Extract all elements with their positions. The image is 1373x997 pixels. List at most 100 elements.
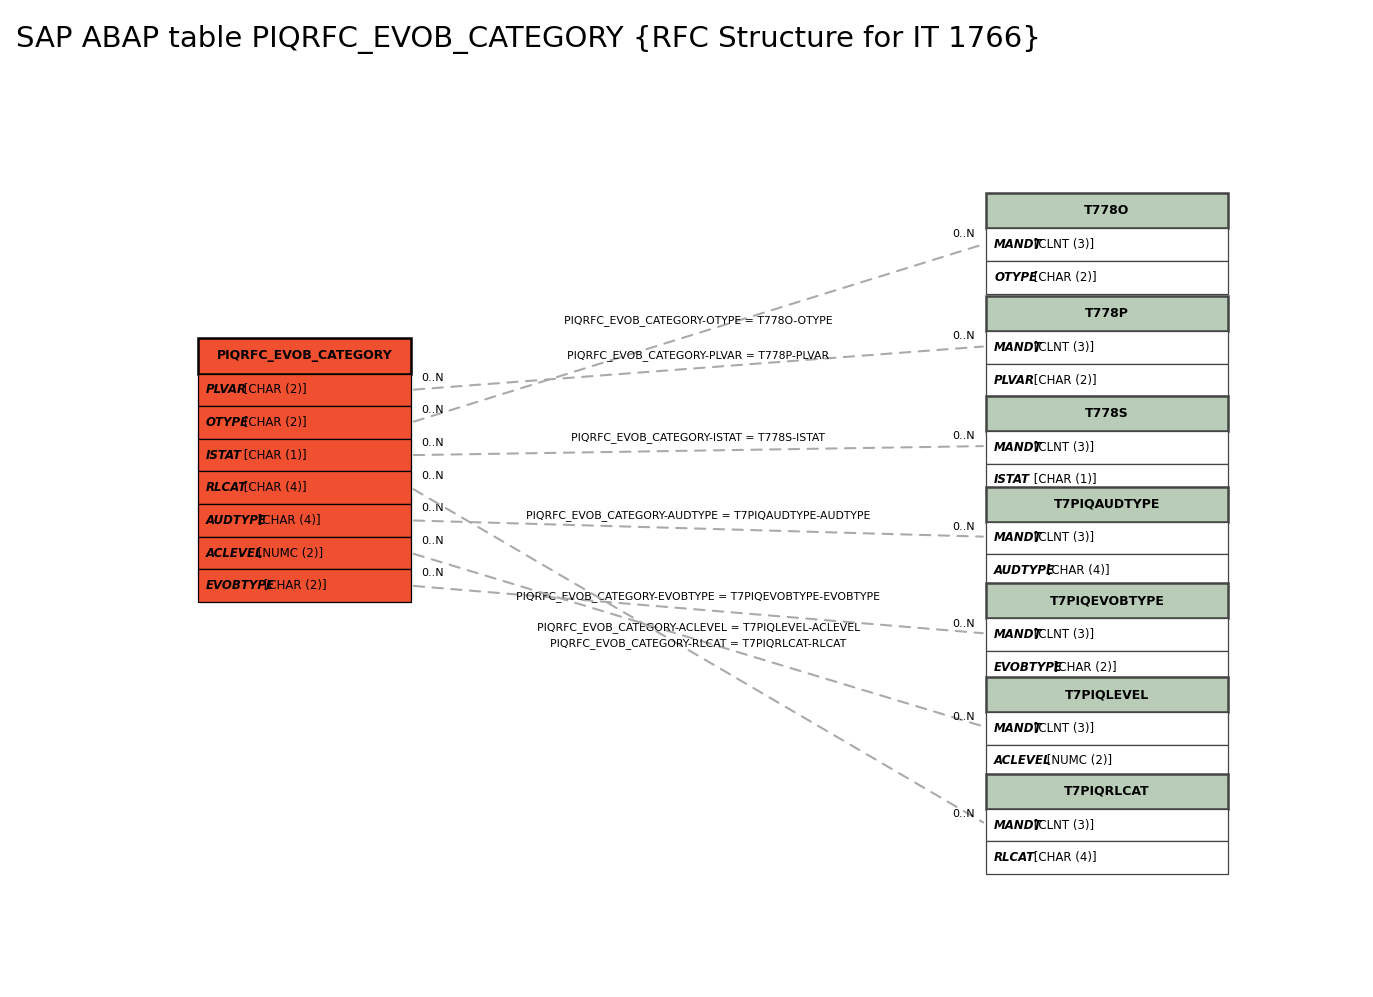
Text: [CHAR (2)]: [CHAR (2)] xyxy=(261,579,327,592)
FancyBboxPatch shape xyxy=(986,296,1229,331)
Text: [CHAR (2)]: [CHAR (2)] xyxy=(240,383,308,397)
FancyBboxPatch shape xyxy=(986,228,1229,261)
Text: MANDT: MANDT xyxy=(994,531,1042,544)
Text: [NUMC (2)]: [NUMC (2)] xyxy=(254,546,323,559)
Text: 0..N: 0..N xyxy=(422,405,445,415)
Text: MANDT: MANDT xyxy=(994,341,1042,354)
FancyBboxPatch shape xyxy=(198,472,411,504)
Text: PIQRFC_EVOB_CATEGORY-RLCAT = T7PIQRLCAT-RLCAT: PIQRFC_EVOB_CATEGORY-RLCAT = T7PIQRLCAT-… xyxy=(551,638,847,649)
FancyBboxPatch shape xyxy=(986,651,1229,684)
Text: 0..N: 0..N xyxy=(953,331,975,342)
Text: [CLNT (3)]: [CLNT (3)] xyxy=(1030,722,1094,735)
Text: MANDT: MANDT xyxy=(994,238,1042,251)
Text: 0..N: 0..N xyxy=(422,503,445,513)
Text: 0..N: 0..N xyxy=(953,228,975,238)
Text: ISTAT: ISTAT xyxy=(994,474,1030,487)
FancyBboxPatch shape xyxy=(986,745,1229,778)
Text: [NUMC (2)]: [NUMC (2)] xyxy=(1043,755,1112,768)
Text: RLCAT: RLCAT xyxy=(206,482,247,495)
Text: MANDT: MANDT xyxy=(994,441,1042,454)
FancyBboxPatch shape xyxy=(198,374,411,406)
Text: [CLNT (3)]: [CLNT (3)] xyxy=(1030,441,1094,454)
Text: PIQRFC_EVOB_CATEGORY-PLVAR = T778P-PLVAR: PIQRFC_EVOB_CATEGORY-PLVAR = T778P-PLVAR xyxy=(567,350,829,361)
Text: 0..N: 0..N xyxy=(422,568,445,578)
Text: MANDT: MANDT xyxy=(994,722,1042,735)
Text: EVOBTYPE: EVOBTYPE xyxy=(994,661,1063,674)
Text: PLVAR: PLVAR xyxy=(206,383,247,397)
Text: 0..N: 0..N xyxy=(422,438,445,448)
Text: PIQRFC_EVOB_CATEGORY-OTYPE = T778O-OTYPE: PIQRFC_EVOB_CATEGORY-OTYPE = T778O-OTYPE xyxy=(564,315,832,326)
FancyBboxPatch shape xyxy=(986,554,1229,587)
Text: [CHAR (4)]: [CHAR (4)] xyxy=(1030,851,1097,864)
Text: SAP ABAP table PIQRFC_EVOB_CATEGORY {RFC Structure for IT 1766}: SAP ABAP table PIQRFC_EVOB_CATEGORY {RFC… xyxy=(16,25,1041,54)
FancyBboxPatch shape xyxy=(198,569,411,602)
FancyBboxPatch shape xyxy=(986,431,1229,464)
FancyBboxPatch shape xyxy=(986,712,1229,745)
Text: T7PIQLEVEL: T7PIQLEVEL xyxy=(1065,688,1149,701)
FancyBboxPatch shape xyxy=(986,677,1229,712)
Text: [CHAR (2)]: [CHAR (2)] xyxy=(1050,661,1116,674)
Text: 0..N: 0..N xyxy=(953,809,975,819)
FancyBboxPatch shape xyxy=(986,583,1229,618)
Text: EVOBTYPE: EVOBTYPE xyxy=(206,579,275,592)
FancyBboxPatch shape xyxy=(986,618,1229,651)
FancyBboxPatch shape xyxy=(198,536,411,569)
Text: T7PIQRLCAT: T7PIQRLCAT xyxy=(1064,785,1149,798)
Text: T7PIQAUDTYPE: T7PIQAUDTYPE xyxy=(1053,498,1160,510)
Text: MANDT: MANDT xyxy=(994,819,1042,831)
Text: OTYPE: OTYPE xyxy=(994,271,1037,284)
FancyBboxPatch shape xyxy=(198,338,411,374)
Text: 0..N: 0..N xyxy=(422,373,445,383)
Text: PIQRFC_EVOB_CATEGORY-AUDTYPE = T7PIQAUDTYPE-AUDTYPE: PIQRFC_EVOB_CATEGORY-AUDTYPE = T7PIQAUDT… xyxy=(526,510,870,521)
FancyBboxPatch shape xyxy=(986,331,1229,364)
Text: [CHAR (4)]: [CHAR (4)] xyxy=(1043,564,1109,577)
FancyBboxPatch shape xyxy=(198,406,411,439)
FancyBboxPatch shape xyxy=(986,396,1229,431)
Text: ISTAT: ISTAT xyxy=(206,449,242,462)
Text: 0..N: 0..N xyxy=(953,432,975,442)
Text: ACLEVEL: ACLEVEL xyxy=(994,755,1052,768)
Text: [CHAR (1)]: [CHAR (1)] xyxy=(1030,474,1097,487)
Text: MANDT: MANDT xyxy=(994,628,1042,641)
FancyBboxPatch shape xyxy=(986,841,1229,874)
Text: [CHAR (2)]: [CHAR (2)] xyxy=(240,416,308,429)
Text: 0..N: 0..N xyxy=(953,521,975,531)
Text: T7PIQEVOBTYPE: T7PIQEVOBTYPE xyxy=(1049,594,1164,607)
FancyBboxPatch shape xyxy=(198,439,411,472)
Text: T778O: T778O xyxy=(1085,204,1130,217)
Text: 0..N: 0..N xyxy=(422,471,445,481)
Text: PIQRFC_EVOB_CATEGORY-ISTAT = T778S-ISTAT: PIQRFC_EVOB_CATEGORY-ISTAT = T778S-ISTAT xyxy=(571,433,825,444)
Text: [CHAR (4)]: [CHAR (4)] xyxy=(254,513,320,526)
FancyBboxPatch shape xyxy=(986,487,1229,521)
Text: T778S: T778S xyxy=(1085,407,1129,420)
FancyBboxPatch shape xyxy=(198,504,411,536)
Text: PIQRFC_EVOB_CATEGORY-ACLEVEL = T7PIQLEVEL-ACLEVEL: PIQRFC_EVOB_CATEGORY-ACLEVEL = T7PIQLEVE… xyxy=(537,622,859,633)
Text: [CHAR (1)]: [CHAR (1)] xyxy=(240,449,308,462)
Text: [CHAR (4)]: [CHAR (4)] xyxy=(240,482,308,495)
Text: [CLNT (3)]: [CLNT (3)] xyxy=(1030,341,1094,354)
Text: [CLNT (3)]: [CLNT (3)] xyxy=(1030,238,1094,251)
FancyBboxPatch shape xyxy=(986,809,1229,841)
Text: [CHAR (2)]: [CHAR (2)] xyxy=(1030,374,1097,387)
Text: PLVAR: PLVAR xyxy=(994,374,1035,387)
Text: [CLNT (3)]: [CLNT (3)] xyxy=(1030,531,1094,544)
FancyBboxPatch shape xyxy=(986,261,1229,294)
Text: ACLEVEL: ACLEVEL xyxy=(206,546,264,559)
Text: 0..N: 0..N xyxy=(422,535,445,545)
FancyBboxPatch shape xyxy=(986,193,1229,228)
Text: AUDTYPE: AUDTYPE xyxy=(206,513,266,526)
FancyBboxPatch shape xyxy=(986,364,1229,397)
Text: PIQRFC_EVOB_CATEGORY-EVOBTYPE = T7PIQEVOBTYPE-EVOBTYPE: PIQRFC_EVOB_CATEGORY-EVOBTYPE = T7PIQEVO… xyxy=(516,591,880,602)
Text: PIQRFC_EVOB_CATEGORY: PIQRFC_EVOB_CATEGORY xyxy=(217,350,393,363)
Text: [CHAR (2)]: [CHAR (2)] xyxy=(1030,271,1097,284)
FancyBboxPatch shape xyxy=(986,464,1229,497)
Text: [CLNT (3)]: [CLNT (3)] xyxy=(1030,628,1094,641)
Text: RLCAT: RLCAT xyxy=(994,851,1035,864)
Text: 0..N: 0..N xyxy=(953,712,975,722)
Text: T778P: T778P xyxy=(1085,307,1129,320)
Text: AUDTYPE: AUDTYPE xyxy=(994,564,1056,577)
FancyBboxPatch shape xyxy=(986,774,1229,809)
Text: [CLNT (3)]: [CLNT (3)] xyxy=(1030,819,1094,831)
Text: OTYPE: OTYPE xyxy=(206,416,249,429)
Text: 0..N: 0..N xyxy=(953,618,975,629)
